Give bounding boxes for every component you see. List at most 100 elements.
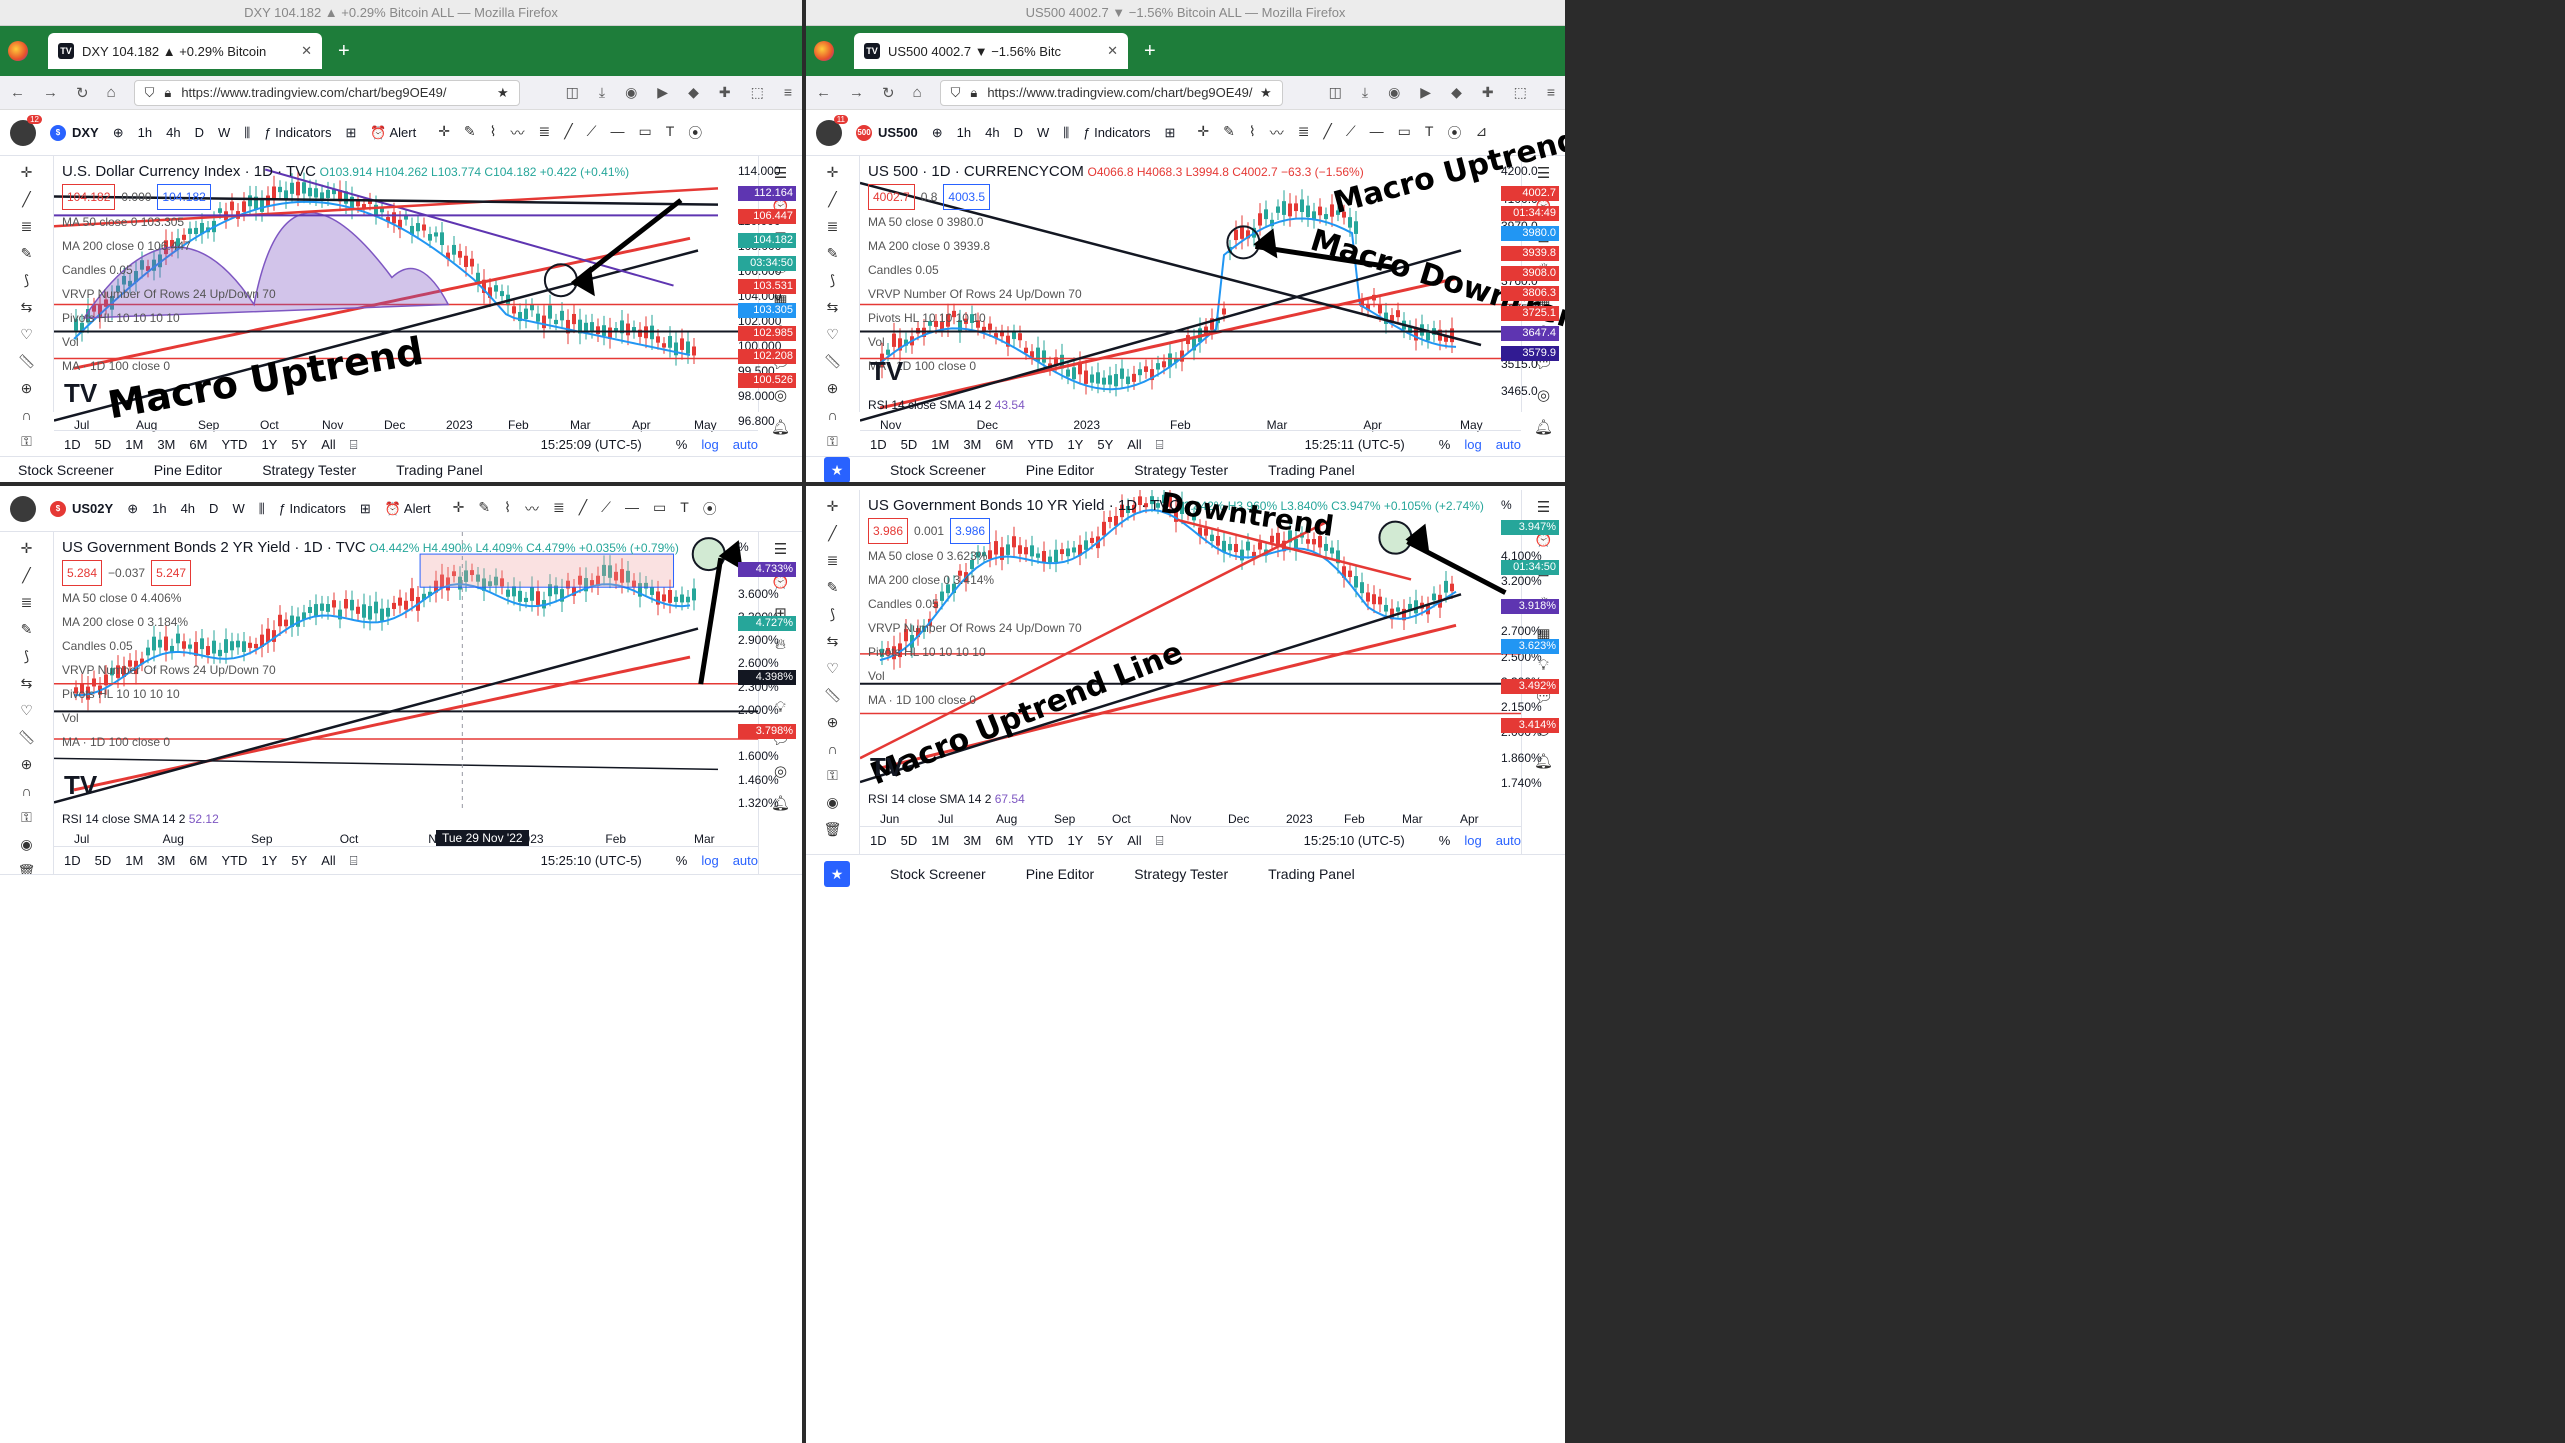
alerts-icon[interactable]: ⏰ (1534, 531, 1553, 548)
indicator-row[interactable]: Vol (868, 669, 885, 683)
indicators-button[interactable]: ƒ Indicators (1083, 125, 1151, 140)
time-axis[interactable]: Jun Jul Aug Sep Oct Nov Dec 2023 Feb Mar Apr (860, 812, 1500, 828)
watchlist-icon[interactable]: ☰ (773, 165, 788, 182)
range-all[interactable]: All (321, 437, 336, 452)
hline-icon[interactable]: — (1369, 122, 1384, 139)
favorites-icon[interactable]: ♡ (20, 326, 33, 342)
log-toggle[interactable]: log (701, 853, 719, 868)
lock-icon[interactable]: ⚿ (827, 767, 838, 783)
cursor-icon[interactable]: ✛ (826, 498, 839, 514)
percent-toggle[interactable]: % (1438, 833, 1451, 848)
panel-strategy-tester[interactable]: Strategy Tester (1134, 865, 1229, 882)
ray-icon[interactable]: ⟋ (601, 498, 611, 515)
range-5d[interactable]: 5D (900, 437, 918, 452)
pattern-icon[interactable]: ⟆ (23, 648, 30, 664)
ruler-icon[interactable]: 📏︎ (17, 729, 36, 745)
trend-line-icon[interactable]: ╱ (22, 191, 31, 207)
magnet-icon[interactable]: ∩ (827, 407, 838, 423)
brush-icon[interactable]: ✎ (20, 621, 33, 637)
indicator-row[interactable]: Vol (868, 335, 885, 349)
pen-icon[interactable]: ✎ (478, 498, 491, 515)
range-5y[interactable]: 5Y (291, 853, 308, 868)
node-icon[interactable]: ⦿ (1447, 124, 1462, 141)
auto-toggle[interactable]: auto (732, 853, 758, 868)
range-5y[interactable]: 5Y (1097, 437, 1114, 452)
lock-icon[interactable]: ⚿ (21, 433, 32, 449)
indicator-row[interactable]: Candles 0.05 (62, 263, 133, 277)
fib-icon[interactable]: ≣ (538, 122, 551, 139)
price-axis[interactable]: 4200.04100.03970.03840.03760.03685.03625… (1497, 156, 1561, 398)
range-ytd[interactable]: YTD (221, 437, 248, 452)
alerts-icon[interactable]: ⏰ (771, 573, 790, 590)
range-1m[interactable]: 1M (931, 833, 950, 848)
range-1y[interactable]: 1Y (261, 437, 278, 452)
zoom-icon[interactable]: ⊕ (826, 714, 839, 730)
ideas-icon[interactable]: 💡︎ (1538, 657, 1549, 674)
panel-pine-editor[interactable]: Pine Editor (1025, 865, 1095, 882)
avatar[interactable] (10, 495, 36, 522)
watchlist-icon[interactable]: ☰ (1536, 499, 1551, 516)
favorites-icon[interactable]: ♡ (826, 660, 839, 676)
back-icon[interactable]: ← (10, 84, 25, 101)
indicator-row[interactable]: MA · 1D 100 close 0 (62, 359, 171, 373)
extension-icon[interactable]: ◆ (1451, 84, 1462, 100)
fib-icon[interactable]: ≣ (20, 218, 33, 234)
extension-icon[interactable]: ▶ (1420, 84, 1432, 100)
panel-trading[interactable]: Trading Panel (1268, 461, 1355, 478)
forecast-icon[interactable]: ⇆ (826, 299, 839, 315)
pocket-icon[interactable]: ◫ (1328, 84, 1342, 100)
hotlist-icon[interactable]: 🔥︎ (774, 636, 786, 653)
brush-icon[interactable]: ✎ (826, 245, 839, 261)
price-chart[interactable] (53, 532, 758, 808)
range-3m[interactable]: 3M (963, 437, 982, 452)
path-icon[interactable]: 〰 (524, 500, 539, 517)
price-axis[interactable]: %4.400%4.100%3.200%2.900%2.700%2.500%2.3… (1497, 490, 1561, 790)
templates-icon[interactable]: ⊞ (359, 500, 371, 516)
favorites-icon[interactable]: ♡ (826, 326, 839, 342)
text-icon[interactable]: T (665, 122, 675, 139)
forecast-icon[interactable]: ⇆ (20, 299, 33, 315)
star-icon[interactable]: ★ (824, 860, 850, 887)
templates-icon[interactable]: ⊞ (1164, 124, 1176, 140)
percent-toggle[interactable]: % (675, 437, 688, 452)
interval-w[interactable]: W (1036, 125, 1050, 140)
forward-icon[interactable]: → (849, 84, 864, 101)
crosshair-icon[interactable]: ✛ (452, 498, 465, 515)
bookmark-star-icon[interactable]: ★ (1259, 84, 1272, 100)
indicator-row[interactable]: Pivots HL 10 10 10 10 (62, 311, 180, 325)
eye-icon[interactable]: ◉ (20, 836, 33, 852)
reload-icon[interactable]: ↻ (76, 84, 89, 102)
percent-toggle[interactable]: % (1438, 437, 1451, 452)
percent-toggle[interactable]: % (675, 853, 688, 868)
templates-icon[interactable]: ⊞ (345, 124, 357, 140)
indicator-row[interactable]: MA · 1D 100 close 0 (62, 735, 171, 749)
range-1y[interactable]: 1Y (1067, 833, 1084, 848)
avatar[interactable]: 11 (816, 114, 848, 146)
brush-icon[interactable]: ⌇ (1248, 122, 1256, 139)
firefox-icon[interactable] (814, 41, 834, 61)
extension-icon[interactable]: ✚ (1481, 84, 1494, 100)
download-icon[interactable]: ⤓ (1361, 84, 1369, 100)
price-chart[interactable] (859, 156, 1521, 426)
path-icon[interactable]: 〰 (1269, 124, 1284, 141)
download-icon[interactable]: ⤓ (598, 84, 606, 100)
compare-icon[interactable]: ⊕ (112, 124, 124, 140)
rect-icon[interactable]: ▭ (638, 122, 652, 139)
extension-icon[interactable]: ◆ (688, 84, 699, 100)
symbol-search[interactable]: $ DXY (50, 124, 99, 141)
browser-tab[interactable]: TV US500 4002.7 ▼ −1.56% Bitc ✕ (854, 33, 1128, 69)
indicators-button[interactable]: ƒ Indicators (264, 125, 332, 140)
range-1d[interactable]: 1D (870, 833, 887, 848)
home-icon[interactable]: ⌂ (912, 84, 922, 101)
node-icon[interactable]: ⦿ (688, 124, 703, 141)
range-1y[interactable]: 1Y (261, 853, 278, 868)
goto-date-icon[interactable]: ⌸ (349, 436, 358, 452)
ruler-icon[interactable]: 📏︎ (17, 353, 36, 369)
log-toggle[interactable]: log (701, 437, 719, 452)
indicator-row[interactable]: MA 50 close 0 3.623% (868, 549, 988, 563)
range-all[interactable]: All (1127, 833, 1142, 848)
price-axis[interactable]: 114.000112.000110.000108.000106.000104.0… (734, 156, 798, 428)
fib-icon[interactable]: ≣ (1297, 122, 1310, 139)
auto-toggle[interactable]: auto (1495, 437, 1521, 452)
zoom-icon[interactable]: ⊕ (20, 380, 33, 396)
